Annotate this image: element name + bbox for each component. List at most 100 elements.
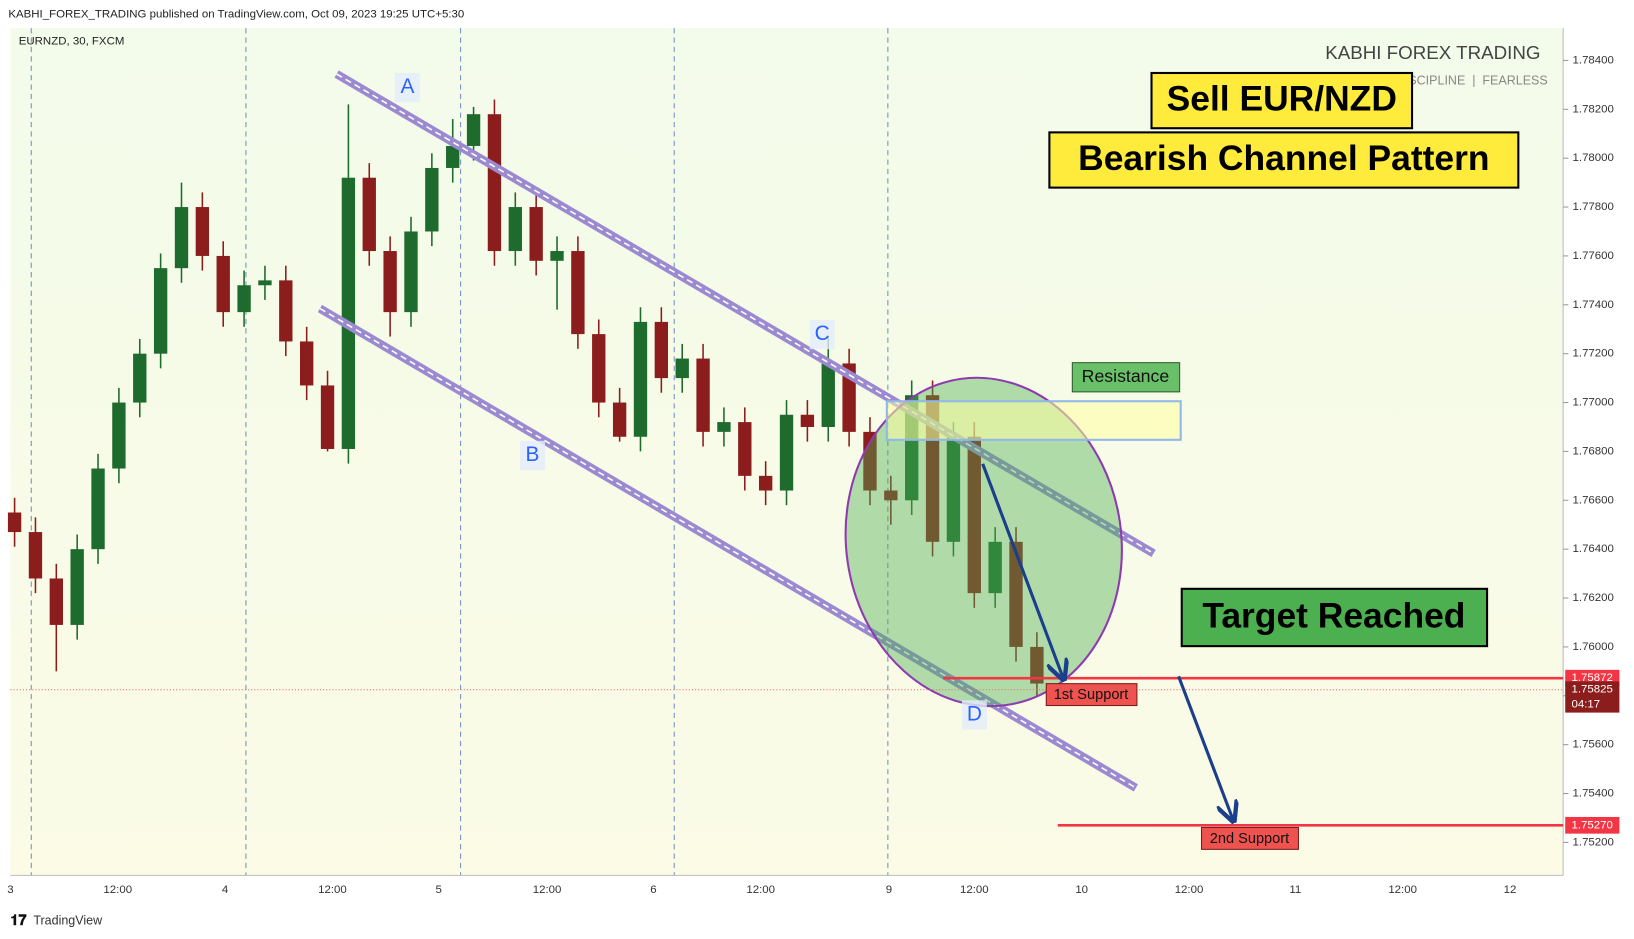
y-tick-label: 1.76200 bbox=[1573, 592, 1614, 604]
price-tag-label: 1.75270 bbox=[1571, 819, 1612, 831]
y-tick-label: 1.76000 bbox=[1573, 641, 1614, 653]
y-tick-label: 1.77200 bbox=[1573, 348, 1614, 360]
x-tick-label: 12 bbox=[1504, 884, 1517, 896]
candle-body bbox=[612, 402, 627, 437]
candle-body bbox=[800, 414, 815, 427]
y-tick-label: 1.76400 bbox=[1573, 543, 1614, 555]
x-tick-label: 10 bbox=[1075, 884, 1088, 896]
brand: KABHI FOREX TRADING bbox=[1325, 42, 1540, 63]
candle-body bbox=[174, 207, 189, 269]
candle-body bbox=[341, 177, 356, 449]
candle-body bbox=[779, 414, 794, 491]
candle-body bbox=[258, 280, 272, 286]
x-tick-label: 12:00 bbox=[103, 884, 132, 896]
price-tag-label: 1.75825 bbox=[1571, 684, 1612, 696]
y-tick-label: 1.78400 bbox=[1573, 54, 1614, 66]
support1-box bbox=[1045, 683, 1138, 707]
footer: TradingView bbox=[33, 914, 103, 928]
y-tick-label: 1.75400 bbox=[1573, 788, 1614, 800]
candle-body bbox=[28, 532, 43, 579]
y-tick-label: 1.76800 bbox=[1573, 445, 1614, 457]
x-tick-label: 3 bbox=[7, 884, 13, 896]
resistance-zone bbox=[885, 400, 1182, 441]
candle-body bbox=[654, 321, 669, 379]
candle-body bbox=[195, 207, 210, 256]
point-label: A bbox=[401, 75, 415, 98]
candle-body bbox=[446, 145, 460, 168]
x-tick-label: 6 bbox=[650, 884, 656, 896]
candle-body bbox=[320, 385, 335, 449]
candle-body bbox=[988, 541, 1002, 594]
x-tick-label: 12:00 bbox=[1175, 884, 1204, 896]
y-tick-label: 1.77400 bbox=[1573, 299, 1614, 311]
x-tick-label: 12:00 bbox=[318, 884, 347, 896]
point-label: D bbox=[967, 702, 982, 725]
candle-body bbox=[70, 549, 84, 625]
candle-body bbox=[571, 251, 585, 335]
resistance-label: Resistance bbox=[1082, 366, 1170, 386]
candle-body bbox=[112, 402, 126, 469]
x-tick-label: 5 bbox=[436, 884, 442, 896]
target-label: Target Reached bbox=[1202, 595, 1465, 635]
y-tick-label: 1.77600 bbox=[1573, 250, 1614, 262]
candle-body bbox=[821, 363, 835, 427]
y-tick-label: 1.75200 bbox=[1573, 836, 1614, 848]
resistance-box bbox=[1071, 362, 1181, 393]
logo: 𝟏𝟕 bbox=[10, 913, 27, 929]
symbol: EURNZD, 30, FXCM bbox=[19, 36, 125, 48]
candle-body bbox=[133, 353, 147, 403]
day-separators bbox=[30, 28, 889, 876]
x-tick-label: 12:00 bbox=[533, 884, 562, 896]
candle-body bbox=[508, 207, 522, 252]
x-tick-label: 4 bbox=[222, 884, 229, 896]
arrow bbox=[1177, 675, 1233, 819]
highlight-ellipse bbox=[844, 376, 1123, 708]
subtitle: Bearish Channel Pattern bbox=[1078, 138, 1489, 178]
x-tick-label: 12:00 bbox=[1388, 884, 1417, 896]
arrow bbox=[981, 463, 1063, 678]
candle-body bbox=[49, 578, 63, 625]
candle-body bbox=[299, 341, 314, 386]
candle-body bbox=[946, 436, 961, 542]
support1-label: 1st Support bbox=[1054, 687, 1129, 703]
candle-body bbox=[91, 468, 105, 550]
y-tick-label: 1.76600 bbox=[1573, 494, 1614, 506]
candle-body bbox=[717, 422, 731, 432]
points: A B C D bbox=[394, 72, 987, 730]
candle-body bbox=[758, 475, 773, 491]
candle-body bbox=[362, 177, 376, 252]
candle-body bbox=[153, 268, 168, 354]
candle-body bbox=[425, 167, 439, 232]
candle-body bbox=[1009, 541, 1023, 647]
point-label: C bbox=[815, 322, 830, 345]
candle-body bbox=[7, 512, 22, 533]
countdown: 04:17 bbox=[1571, 698, 1600, 710]
candle-body bbox=[383, 251, 397, 313]
candle-body bbox=[633, 321, 648, 437]
title-box bbox=[1150, 71, 1414, 130]
candle-body bbox=[466, 114, 481, 146]
target-box bbox=[1180, 587, 1489, 648]
x-tick-label: 12:00 bbox=[746, 884, 775, 896]
candle-body bbox=[592, 334, 606, 403]
y-tick-label: 1.77000 bbox=[1573, 397, 1614, 409]
price-tag-label: 1.75872 bbox=[1571, 672, 1612, 684]
y-tick-label: 1.78000 bbox=[1573, 152, 1614, 164]
price-tag bbox=[1565, 816, 1620, 834]
candle-body bbox=[884, 490, 898, 501]
candle-body bbox=[738, 422, 752, 476]
y-tick-label: 1.78200 bbox=[1573, 103, 1614, 115]
y-tick-label: 1.77800 bbox=[1573, 201, 1614, 213]
candle-body bbox=[279, 280, 293, 342]
x-tick-label: 12:00 bbox=[960, 884, 989, 896]
y-tick-label: 1.75600 bbox=[1573, 739, 1614, 751]
candle-body bbox=[487, 114, 502, 252]
candle-body bbox=[675, 358, 689, 379]
candle-body bbox=[237, 285, 251, 313]
candle-body bbox=[696, 358, 710, 432]
x-tick-label: 11 bbox=[1289, 884, 1301, 896]
title: Sell EUR/NZD bbox=[1167, 78, 1397, 118]
support2-box bbox=[1201, 826, 1299, 850]
candle-body bbox=[216, 255, 230, 313]
